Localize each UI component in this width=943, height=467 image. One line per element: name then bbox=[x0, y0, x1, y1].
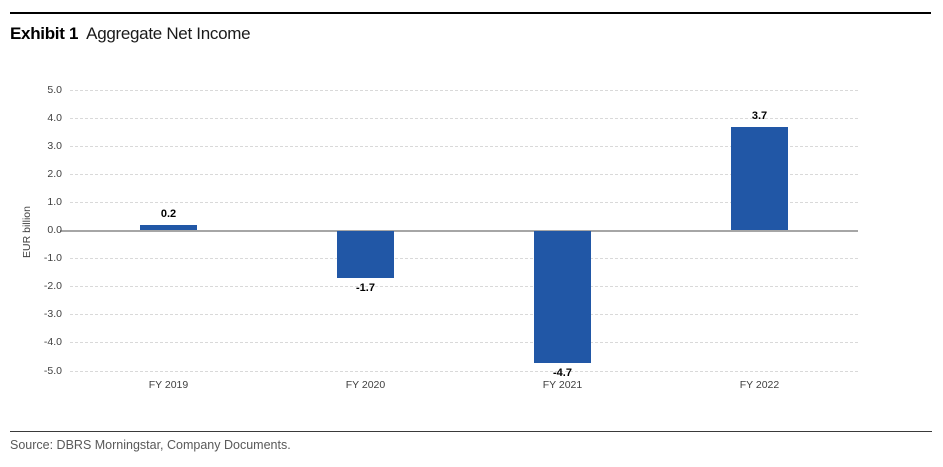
y-gridline bbox=[70, 89, 858, 91]
bar-fy-2020 bbox=[337, 230, 394, 279]
y-tick-label: 2.0 bbox=[47, 167, 62, 180]
y-gridline bbox=[70, 314, 858, 316]
bar-chart-plot-area: 5.0 4.0 3.0 2.0 1.0 0.0 -1.0 -2.0 -3.0 -4.0 -5.0 0.… bbox=[44, 84, 858, 391]
x-tick-label: FY 2021 bbox=[542, 379, 583, 391]
top-divider bbox=[10, 12, 931, 14]
bar-value-label: 0.2 bbox=[160, 207, 177, 220]
x-tick-label: FY 2022 bbox=[739, 379, 780, 391]
y-tick-label: -2.0 bbox=[43, 280, 62, 293]
zero-axis-line bbox=[60, 229, 858, 232]
y-tick-label: 0.0 bbox=[47, 224, 62, 236]
x-tick-label: FY 2019 bbox=[148, 379, 189, 391]
y-gridline bbox=[70, 117, 858, 119]
bar-value-label: -4.7 bbox=[553, 366, 572, 379]
bar-value-label: 3.7 bbox=[751, 109, 768, 122]
y-gridline bbox=[70, 173, 858, 175]
y-tick-label: -1.0 bbox=[43, 252, 62, 265]
y-tick-label: 1.0 bbox=[47, 195, 62, 208]
bar-value-label: -1.7 bbox=[356, 282, 375, 295]
source-note: Source: DBRS Morningstar, Company Docume… bbox=[10, 438, 291, 452]
bar-fy-2021 bbox=[534, 230, 591, 363]
chart-title: Aggregate Net Income bbox=[86, 24, 251, 43]
y-gridline bbox=[70, 342, 858, 344]
y-tick-label: 5.0 bbox=[47, 83, 62, 96]
chart-header: Exhibit 1 Aggregate Net Income bbox=[10, 24, 251, 44]
y-gridline bbox=[70, 258, 858, 260]
x-tick-label: FY 2020 bbox=[345, 379, 386, 391]
bar-fy-2022 bbox=[731, 126, 788, 231]
y-tick-label: -3.0 bbox=[43, 308, 62, 321]
bar-fy-2019 bbox=[140, 224, 197, 231]
exhibit-label: Exhibit 1 bbox=[10, 24, 79, 43]
bottom-divider bbox=[10, 431, 932, 432]
y-gridline bbox=[70, 370, 858, 372]
y-gridline bbox=[70, 145, 858, 147]
y-tick-label: 3.0 bbox=[47, 139, 62, 152]
y-tick-label: 4.0 bbox=[47, 111, 62, 124]
y-gridline bbox=[70, 201, 858, 203]
y-gridline bbox=[70, 286, 858, 288]
y-tick-label: -5.0 bbox=[43, 364, 62, 377]
y-tick-label: -4.0 bbox=[43, 336, 62, 349]
